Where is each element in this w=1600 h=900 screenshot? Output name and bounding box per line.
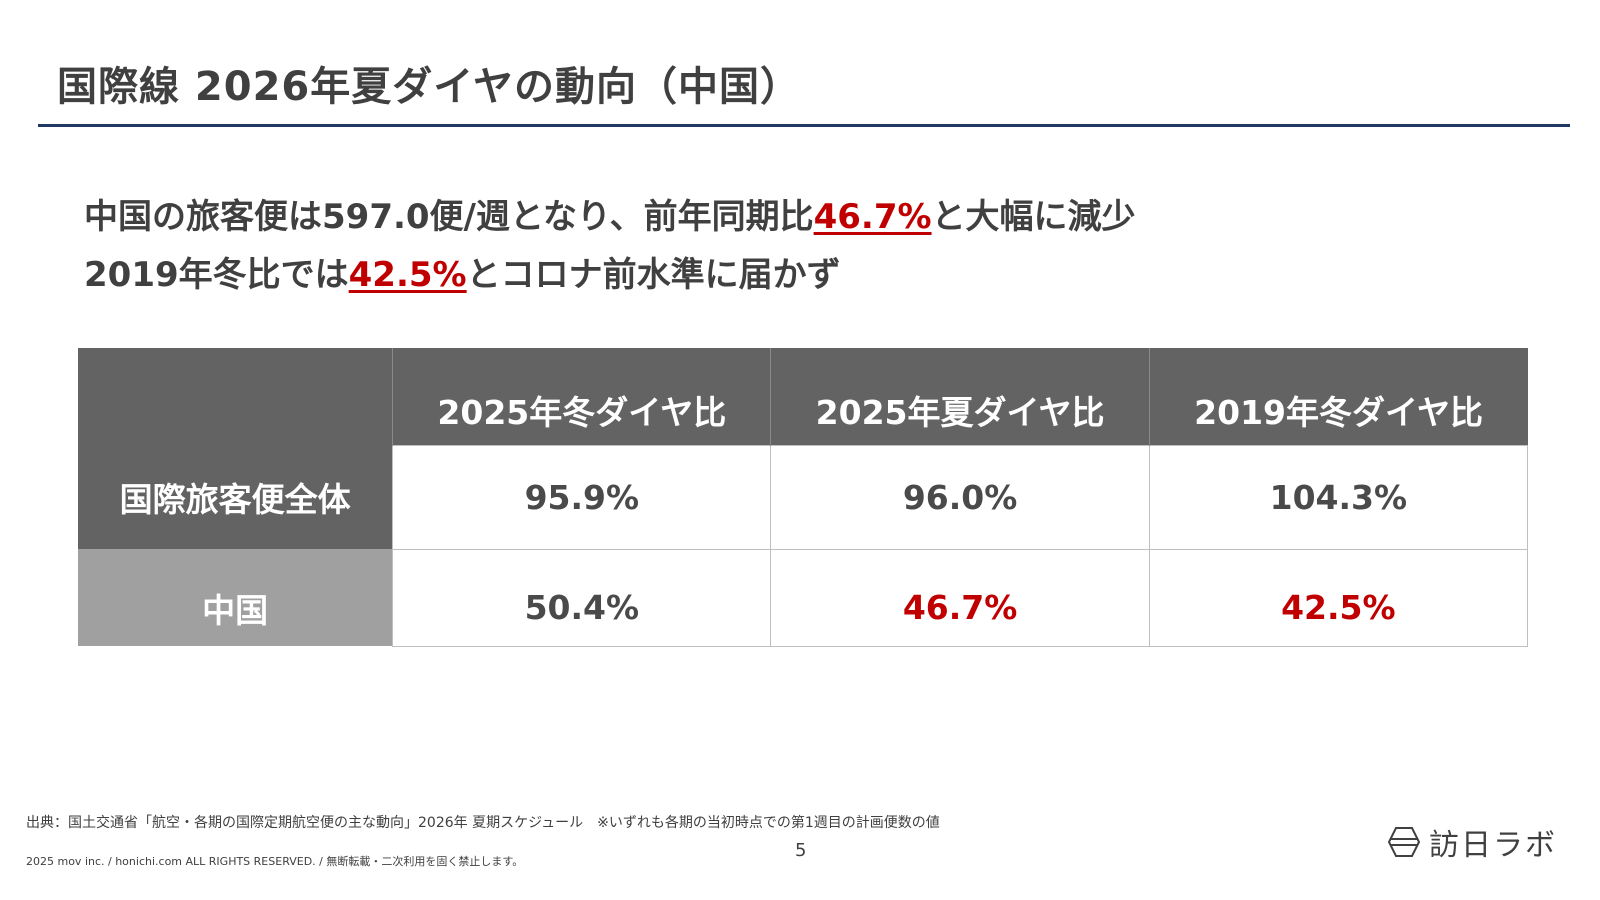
table-cell-highlight: 46.7% (770, 548, 1150, 647)
summary-line2-highlight: 42.5% (348, 255, 467, 295)
table-header-row: 2025年冬ダイヤ比 2025年夏ダイヤ比 2019年冬ダイヤ比 (78, 348, 1528, 445)
page-title: 国際線 2026年夏ダイヤの動向（中国） (57, 64, 802, 110)
table-cell-highlight: 42.5% (1148, 548, 1529, 647)
comparison-table: 2025年冬ダイヤ比 2025年夏ダイヤ比 2019年冬ダイヤ比 国際旅客便全体… (78, 348, 1529, 647)
logo-text: 訪日ラボ (1429, 828, 1557, 863)
summary-text: 中国の旅客便は597.0便/週となり、前年同期比46.7%と大幅に減少 2019… (84, 188, 1136, 304)
page-number: 5 (795, 840, 807, 861)
hexagon-logo-icon (1387, 827, 1421, 857)
table-cell: 50.4% (392, 548, 772, 647)
summary-line1-pre: 中国の旅客便は597.0便/週となり、前年同期比 (84, 197, 814, 237)
source-note: 出典：国土交通省「航空・各期の国際定期航空便の主な動向」2026年 夏期スケジュ… (26, 815, 940, 831)
table-header-corner (78, 348, 394, 445)
summary-line2-post: とコロナ前水準に届かず (466, 255, 841, 295)
row-label-china: 中国 (78, 549, 393, 646)
row-label-all-international: 国際旅客便全体 (78, 445, 393, 549)
table-header-cell: 2019年冬ダイヤ比 (1149, 348, 1528, 445)
table-cell: 95.9% (392, 444, 772, 550)
table-cell: 104.3% (1148, 444, 1529, 550)
summary-line-2: 2019年冬比では42.5%とコロナ前水準に届かず (84, 246, 1136, 304)
table-header-cell: 2025年夏ダイヤ比 (770, 348, 1150, 445)
brand-logo: 訪日ラボ (1387, 822, 1557, 863)
table-row: 中国 50.4% 46.7% 42.5% (78, 548, 1529, 647)
copyright-notice: 2025 mov inc. / honichi.com ALL RIGHTS R… (26, 855, 524, 868)
summary-line-1: 中国の旅客便は597.0便/週となり、前年同期比46.7%と大幅に減少 (84, 188, 1136, 246)
title-divider (38, 124, 1570, 127)
summary-line1-post: と大幅に減少 (931, 197, 1136, 237)
table-row: 国際旅客便全体 95.9% 96.0% 104.3% (78, 444, 1529, 550)
table-header-cell: 2025年冬ダイヤ比 (392, 348, 772, 445)
table-cell: 96.0% (770, 444, 1150, 550)
summary-line1-highlight: 46.7% (813, 197, 932, 237)
summary-line2-pre: 2019年冬比では (84, 255, 349, 295)
